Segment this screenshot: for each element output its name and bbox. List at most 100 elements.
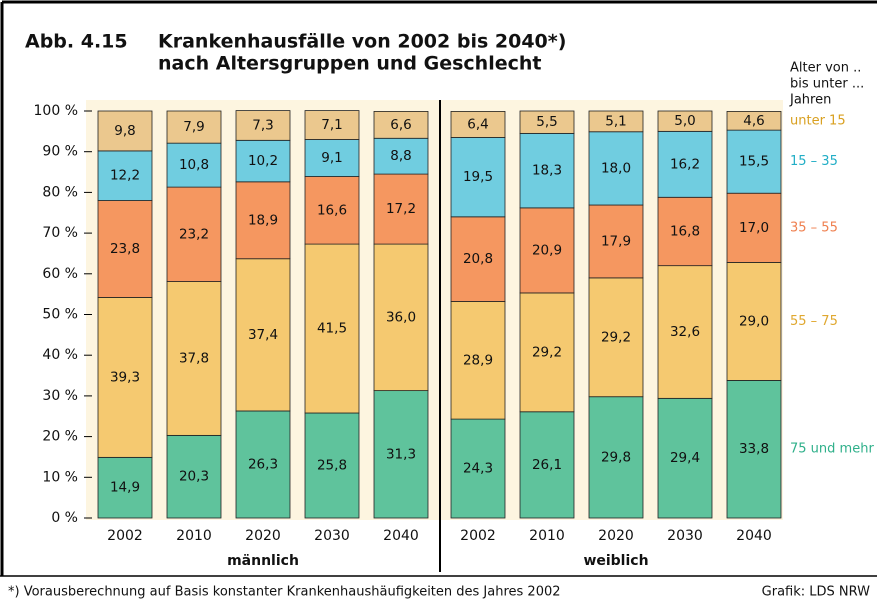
value-label: 16,6 xyxy=(317,202,347,218)
value-label: 25,8 xyxy=(317,457,347,473)
y-tick-label: 100 % xyxy=(34,103,78,119)
y-tick-label: 30 % xyxy=(42,388,78,404)
value-label: 7,1 xyxy=(321,117,342,133)
value-label: 20,3 xyxy=(179,469,209,485)
bar-segment xyxy=(588,204,644,279)
value-label: 18,3 xyxy=(532,163,562,179)
bar-segment xyxy=(657,196,713,267)
value-label: 36,0 xyxy=(386,309,416,325)
bar-segment xyxy=(304,139,360,177)
value-label: 18,0 xyxy=(601,160,631,176)
bar-segment xyxy=(373,390,429,519)
bar-segment xyxy=(450,418,506,519)
bar-segment xyxy=(726,262,782,381)
legend-entry: 75 und mehr xyxy=(790,442,874,457)
bar-segment xyxy=(726,111,782,131)
bar-segment xyxy=(166,434,222,519)
x-tick-label: 2040 xyxy=(736,528,772,544)
x-tick-label: 2010 xyxy=(176,528,212,544)
value-label: 7,9 xyxy=(183,119,204,135)
y-tick-label: 40 % xyxy=(42,347,78,363)
group-label: weiblich xyxy=(583,553,648,569)
value-label: 5,1 xyxy=(605,113,626,129)
value-label: 26,1 xyxy=(532,457,562,473)
bar-segment xyxy=(519,132,575,209)
value-label: 19,5 xyxy=(463,169,493,185)
y-tick-label: 0 % xyxy=(51,510,78,526)
value-label: 9,1 xyxy=(321,150,342,166)
bar-segment xyxy=(166,186,222,282)
legend-entry: 55 – 75 xyxy=(790,314,838,329)
value-label: 20,9 xyxy=(532,242,562,258)
value-label: 33,8 xyxy=(739,441,769,457)
bar-segment xyxy=(726,192,782,263)
x-tick-label: 2002 xyxy=(460,528,496,544)
bar-segment xyxy=(519,110,575,134)
bar-segment xyxy=(588,277,644,398)
legend-entry: 35 – 55 xyxy=(790,220,838,235)
value-label: 24,3 xyxy=(463,461,493,477)
bar-segment xyxy=(657,397,713,519)
bar-segment xyxy=(519,292,575,413)
bar-segment xyxy=(450,137,506,218)
bar-segment xyxy=(304,110,360,140)
bar-segment xyxy=(519,207,575,294)
value-label: 31,3 xyxy=(386,446,416,462)
bar-segment xyxy=(657,265,713,399)
bar-segment xyxy=(235,181,291,260)
bar-segment xyxy=(450,111,506,138)
bar-segment xyxy=(588,131,644,206)
value-label: 29,4 xyxy=(670,450,700,466)
bar-segment xyxy=(588,396,644,519)
value-label: 17,9 xyxy=(601,233,631,249)
y-tick-label: 90 % xyxy=(42,144,78,160)
bar-segment xyxy=(373,243,429,392)
legend-entry: unter 15 xyxy=(790,113,846,128)
chart-subtitle: nach Altersgruppen und Geschlecht xyxy=(158,53,541,75)
x-tick-label: 2040 xyxy=(383,528,419,544)
bar-segment xyxy=(97,150,153,201)
value-label: 5,0 xyxy=(674,113,695,129)
value-label: 6,6 xyxy=(390,117,411,133)
bar-segment xyxy=(657,110,713,132)
x-tick-label: 2030 xyxy=(667,528,703,544)
legend-title: bis unter ... xyxy=(790,77,864,92)
bar-segment xyxy=(373,173,429,245)
legend-title: Jahren xyxy=(789,93,831,108)
value-label: 14,9 xyxy=(110,480,140,496)
bar-segment xyxy=(166,110,222,144)
bar-segment xyxy=(304,243,360,414)
value-label: 37,4 xyxy=(248,327,278,343)
bar-segment xyxy=(235,410,291,519)
x-tick-label: 2010 xyxy=(529,528,565,544)
title-number: Abb. 4.15 xyxy=(25,31,128,53)
x-tick-label: 2002 xyxy=(107,528,143,544)
value-label: 29,2 xyxy=(532,344,562,360)
group-label: männlich xyxy=(227,553,299,569)
value-label: 5,5 xyxy=(536,114,557,130)
x-tick-label: 2020 xyxy=(245,528,281,544)
bar-segment xyxy=(373,137,429,175)
bar-segment xyxy=(235,139,291,183)
value-label: 16,2 xyxy=(670,156,700,172)
value-label: 23,2 xyxy=(179,226,209,242)
bar-segment xyxy=(450,301,506,420)
legend-title: Alter von .. xyxy=(790,61,861,76)
bar-segment xyxy=(657,130,713,198)
source: Grafik: LDS NRW xyxy=(762,585,870,600)
bar-segment xyxy=(235,110,291,141)
bar-segment xyxy=(235,258,291,412)
value-label: 17,2 xyxy=(386,201,416,217)
value-label: 7,3 xyxy=(252,117,273,133)
value-label: 10,2 xyxy=(248,153,278,169)
value-label: 37,8 xyxy=(179,350,209,366)
value-label: 12,2 xyxy=(110,168,140,184)
x-tick-label: 2030 xyxy=(314,528,350,544)
value-label: 9,8 xyxy=(114,123,135,139)
bar-segment xyxy=(166,142,222,188)
value-label: 17,0 xyxy=(739,220,769,236)
x-tick-label: 2020 xyxy=(598,528,634,544)
y-tick-label: 20 % xyxy=(42,429,78,445)
bar-segment xyxy=(373,111,429,139)
